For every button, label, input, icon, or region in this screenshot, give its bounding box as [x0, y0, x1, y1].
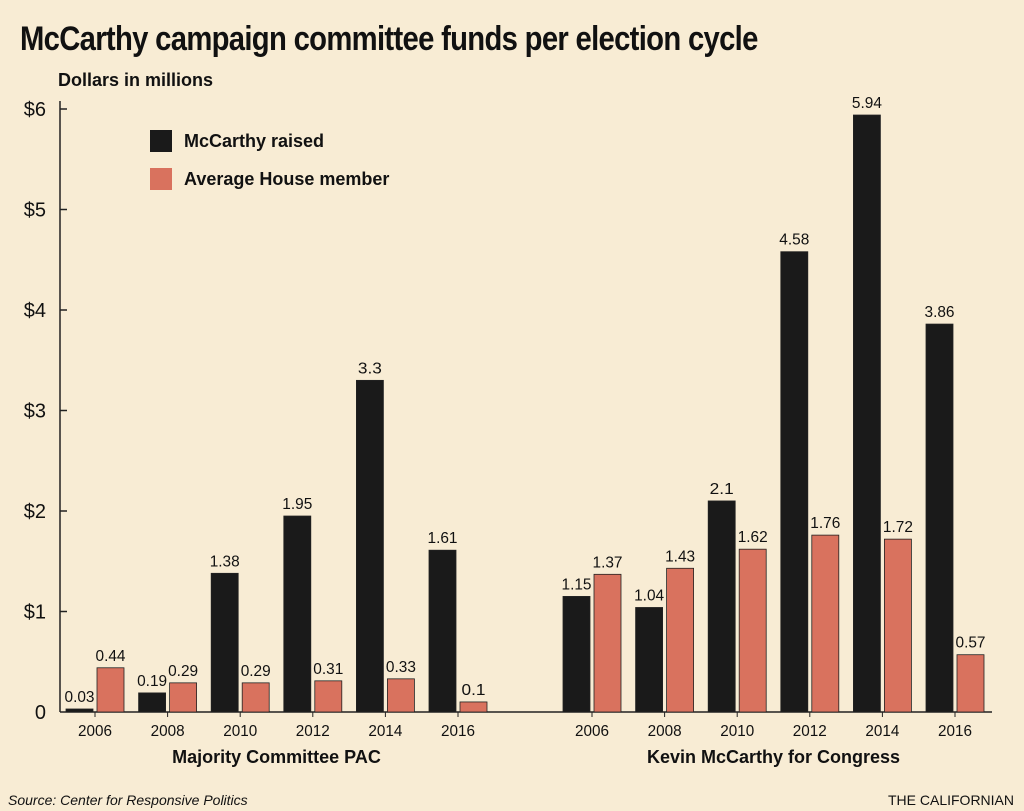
x-tick-label: 2008: [648, 723, 682, 740]
y-tick-label: $2: [24, 501, 46, 523]
bar-average: [241, 682, 270, 713]
bar-average: [956, 654, 985, 713]
bar-value-label: 1.76: [810, 515, 840, 532]
bar-raised: [428, 549, 457, 713]
legend-swatch-raised: [150, 130, 172, 152]
bar-average: [96, 667, 125, 713]
bar-value-label: 1.72: [883, 519, 913, 536]
legend-swatch-average: [150, 168, 172, 190]
x-tick-label: 2010: [223, 723, 257, 740]
publisher-credit: THE CALIFORNIAN: [887, 792, 1014, 808]
x-tick-label: 2014: [865, 723, 899, 740]
bar-value-label: 0.19: [137, 673, 167, 690]
bar-raised: [853, 114, 881, 713]
bar-value-label: 0.03: [65, 689, 95, 706]
bar-value-label: 1.43: [665, 548, 695, 565]
bar-raised: [138, 692, 167, 713]
y-axis-unit-label: Dollars in millions: [58, 70, 214, 90]
bar-average: [169, 682, 198, 713]
bar-raised: [925, 323, 954, 713]
bar-value-label: 1.04: [634, 587, 664, 604]
bar-average: [593, 573, 622, 713]
bar-raised: [210, 572, 239, 713]
group-label: Majority Committee PAC: [172, 747, 381, 767]
bar-raised: [635, 607, 663, 713]
bar-value-label: 0.33: [386, 659, 416, 676]
bar-value-label: 0.57: [956, 635, 986, 652]
bar-value-label: 0.29: [168, 663, 198, 680]
bar-value-label: 3.3: [358, 360, 382, 377]
bar-raised: [562, 596, 591, 713]
bar-value-label: 3.86: [925, 304, 955, 321]
y-tick-label: $5: [24, 200, 46, 222]
bar-value-label: 1.62: [738, 529, 768, 546]
y-tick-label: $1: [24, 602, 46, 624]
bar-raised: [780, 251, 809, 713]
bar-raised: [355, 379, 384, 713]
bar-value-label: 1.15: [562, 576, 592, 593]
y-tick-label: $6: [24, 99, 46, 121]
bar-value-label: 4.58: [779, 232, 809, 249]
bar-value-label: 1.61: [428, 530, 458, 547]
legend-item-average: Average House member: [150, 167, 389, 191]
bar-value-label: 0.31: [313, 661, 343, 678]
group-label: Kevin McCarthy for Congress: [647, 747, 900, 767]
x-tick-label: 2016: [938, 723, 972, 740]
bar-average: [386, 678, 415, 713]
legend-item-raised: McCarthy raised: [150, 129, 324, 153]
x-tick-label: 2014: [368, 723, 402, 740]
x-tick-label: 2012: [793, 723, 827, 740]
x-tick-label: 2010: [720, 723, 754, 740]
bar-value-label: 0.1: [462, 682, 486, 699]
chart-title: McCarthy campaign committee funds per el…: [20, 20, 758, 58]
bar-value-label: 1.95: [282, 496, 312, 513]
bar-raised: [707, 500, 736, 713]
bar-average: [459, 701, 488, 713]
x-tick-label: 2006: [575, 723, 609, 740]
x-tick-label: 2012: [296, 723, 330, 740]
y-tick-label: $3: [24, 401, 46, 423]
y-tick-label: $4: [24, 300, 46, 322]
legend-label-average: Average House member: [184, 168, 390, 189]
x-tick-label: 2006: [78, 723, 112, 740]
bar-value-label: 1.37: [593, 554, 623, 571]
bar-average: [884, 538, 912, 713]
x-tick-label: 2016: [441, 723, 475, 740]
bar-value-label: 2.1: [710, 481, 734, 498]
bar-average: [738, 548, 767, 713]
bar-average: [666, 567, 694, 713]
bar-average: [811, 534, 840, 713]
bar-value-label: 1.38: [210, 553, 240, 570]
legend-label-raised: McCarthy raised: [184, 130, 325, 151]
bar-raised: [283, 515, 312, 713]
bar-value-label: 0.44: [96, 648, 126, 665]
x-tick-label: 2008: [151, 723, 185, 740]
source-note: Source: Center for Responsive Politics: [8, 792, 248, 808]
bar-value-label: 0.29: [241, 663, 271, 680]
bar-raised: [65, 708, 94, 713]
y-tick-label: 0: [35, 702, 46, 724]
bar-value-label: 5.94: [852, 95, 882, 112]
bar-average: [314, 680, 343, 713]
